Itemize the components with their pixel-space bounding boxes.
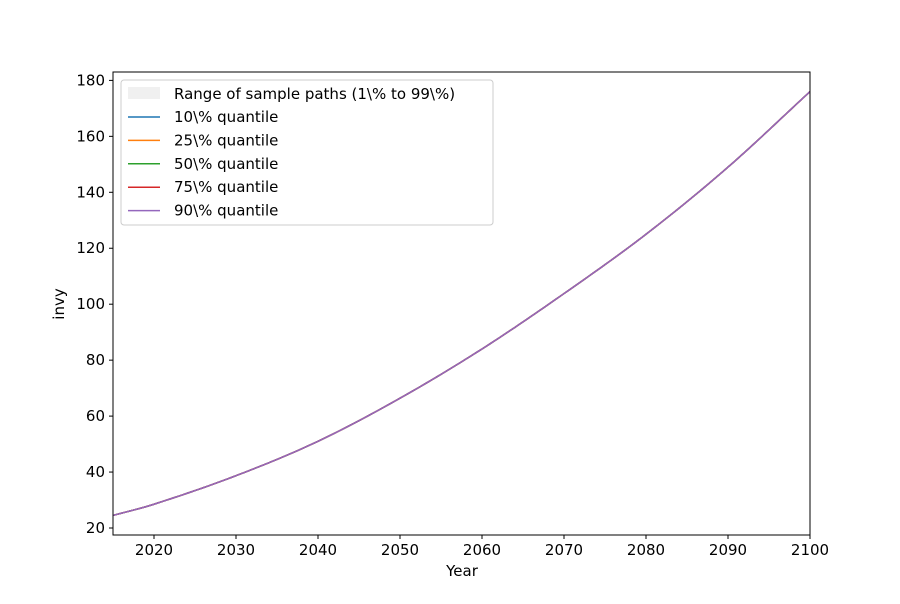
x-tick-label: 2080 bbox=[627, 541, 665, 559]
y-tick-label: 180 bbox=[76, 71, 105, 89]
y-tick-label: 40 bbox=[86, 463, 105, 481]
x-tick-label: 2020 bbox=[135, 541, 173, 559]
y-tick-label: 20 bbox=[86, 519, 105, 537]
legend-label: 50\% quantile bbox=[174, 155, 278, 173]
legend-label: 75\% quantile bbox=[174, 178, 278, 196]
x-tick-label: 2060 bbox=[463, 541, 501, 559]
series-line-5 bbox=[112, 91, 811, 517]
axes: 2020 2030 2040 2050 2060 2070 2080 2090 21002040… bbox=[76, 71, 829, 559]
y-tick-label: 140 bbox=[76, 183, 105, 201]
legend-frame bbox=[120, 79, 494, 226]
x-axis-label: Year bbox=[445, 562, 479, 580]
x-tick-label: 2040 bbox=[299, 541, 337, 559]
x-tick-label: 2070 bbox=[545, 541, 583, 559]
axes-frame bbox=[112, 71, 811, 536]
y-tick-label: 80 bbox=[86, 351, 105, 369]
x-tick-label: 2030 bbox=[217, 541, 255, 559]
x-tick-label: 2090 bbox=[709, 541, 747, 559]
legend-label: 90\% quantile bbox=[174, 202, 278, 220]
legend: Range of sample paths (1\% to 99\%) 10\%… bbox=[120, 79, 494, 226]
y-tick-label: 100 bbox=[76, 295, 105, 313]
plot-area bbox=[112, 91, 811, 517]
y-tick-label: 60 bbox=[86, 407, 105, 425]
x-tick-label: 2050 bbox=[381, 541, 419, 559]
y-tick-label: 160 bbox=[76, 127, 105, 145]
y-tick-label: 120 bbox=[76, 239, 105, 257]
y-axis-label: invy bbox=[50, 288, 68, 320]
legend-band-swatch bbox=[128, 87, 160, 99]
legend-label: 25\% quantile bbox=[174, 131, 278, 149]
x-tick-label: 2100 bbox=[791, 541, 829, 559]
legend-label: 10\% quantile bbox=[174, 108, 278, 126]
legend-band-label: Range of sample paths (1\% to 99\%) bbox=[174, 85, 455, 103]
